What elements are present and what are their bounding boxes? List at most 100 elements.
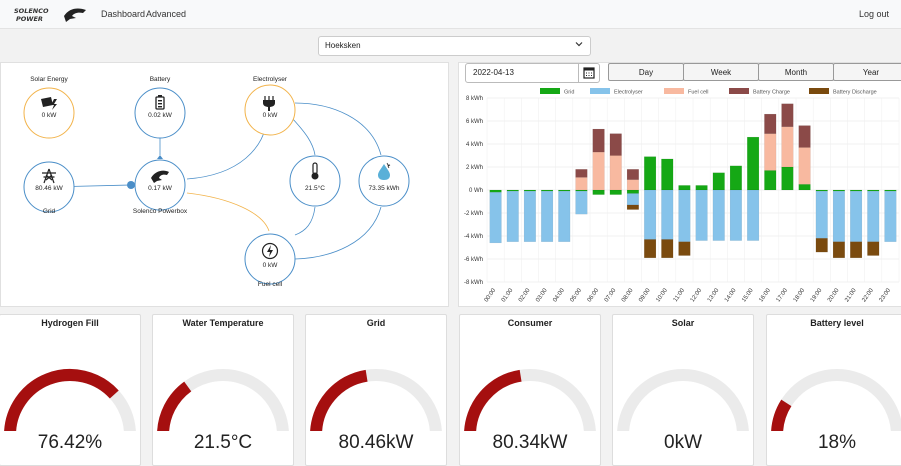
gauge-value: 0kW bbox=[664, 432, 702, 453]
legend-label: Grid bbox=[564, 90, 574, 96]
chart-bar bbox=[575, 190, 588, 215]
chart-bar bbox=[781, 103, 794, 127]
y-tick-label: -8 kWh bbox=[464, 280, 483, 286]
x-tick-label: 11:00 bbox=[673, 287, 687, 303]
hydrogen-fuelcell-line bbox=[294, 206, 382, 260]
gauge-value: 76.42% bbox=[37, 432, 103, 453]
battery-node bbox=[134, 87, 186, 139]
powerbox-label: Solenco Powerbox bbox=[132, 208, 188, 215]
chart-bar bbox=[832, 190, 845, 242]
range-year-button[interactable]: Year bbox=[833, 63, 901, 81]
chart-bar bbox=[523, 190, 536, 242]
chart-bar bbox=[747, 189, 760, 241]
chart-bar bbox=[678, 185, 691, 191]
chart-bar bbox=[712, 172, 725, 191]
legend-swatch bbox=[809, 88, 829, 94]
y-tick-label: -4 kWh bbox=[464, 234, 483, 240]
gauge-card: Battery level 18% bbox=[766, 314, 901, 466]
y-tick-label: 4 kWh bbox=[466, 142, 483, 148]
plug-icon bbox=[263, 96, 275, 111]
x-tick-label: 00:00 bbox=[484, 287, 498, 303]
gauge-title: Grid bbox=[366, 318, 386, 328]
solar-panel-icon bbox=[41, 97, 57, 110]
svg-text:SOLENCO: SOLENCO bbox=[14, 7, 49, 15]
solenco-logo[interactable]: SOLENCO POWER bbox=[14, 4, 90, 24]
chart-bar bbox=[764, 113, 777, 134]
chart-bar bbox=[695, 189, 708, 241]
chart-bar bbox=[884, 190, 897, 242]
x-tick-label: 12:00 bbox=[690, 287, 704, 303]
x-tick-label: 14:00 bbox=[724, 287, 738, 303]
powerbox-value: 0.17 kW bbox=[148, 185, 172, 192]
legend-swatch bbox=[729, 88, 749, 94]
legend-label: Fuel cell bbox=[688, 90, 708, 96]
calendar-button[interactable] bbox=[578, 64, 599, 82]
x-tick-label: 04:00 bbox=[552, 287, 566, 303]
energy-flow-panel: Solar Energy 0 kW Battery 0.02 kW Electr… bbox=[0, 62, 449, 307]
chart-bar bbox=[609, 133, 622, 156]
chart-bar bbox=[798, 147, 811, 185]
grid-node bbox=[23, 161, 75, 213]
chart-bar bbox=[729, 189, 742, 241]
y-tick-label: 0 Wh bbox=[469, 188, 483, 194]
svg-text:POWER: POWER bbox=[16, 15, 43, 23]
chart-bar bbox=[729, 165, 742, 191]
range-week-button[interactable]: Week bbox=[683, 63, 759, 81]
x-tick-label: 06:00 bbox=[587, 287, 601, 303]
date-input[interactable]: 2022-04-13 bbox=[465, 63, 600, 83]
gauge-fill bbox=[157, 381, 192, 431]
electrolyser-hydrogen-line bbox=[294, 102, 382, 156]
powerbox-node bbox=[134, 159, 186, 211]
powerbox-fuelcell-line bbox=[186, 192, 270, 232]
gauge-card: Hydrogen Fill 76.42% bbox=[0, 314, 141, 466]
chart-bar bbox=[678, 241, 691, 256]
legend-label: Battery Charge bbox=[753, 90, 790, 96]
solar-value: 0 kW bbox=[41, 112, 57, 119]
x-tick-label: 19:00 bbox=[810, 287, 824, 303]
flow-dot bbox=[127, 181, 135, 189]
x-tick-label: 17:00 bbox=[776, 287, 790, 303]
electrolyser-value: 0 kW bbox=[262, 112, 278, 119]
x-tick-label: 21:00 bbox=[844, 287, 858, 303]
gauge-fill bbox=[310, 369, 368, 431]
chart-bar bbox=[626, 179, 639, 191]
y-tick-label: 6 kWh bbox=[466, 119, 483, 125]
chart-bar bbox=[867, 190, 880, 242]
grid-label: Grid bbox=[42, 208, 56, 215]
battery-value: 0.02 kW bbox=[148, 112, 172, 119]
chart-bar bbox=[644, 239, 657, 259]
temperature-node bbox=[289, 155, 341, 207]
chart-bar bbox=[815, 190, 828, 239]
gauge-fill bbox=[464, 369, 522, 431]
y-tick-label: 2 kWh bbox=[466, 165, 483, 171]
chart-bar bbox=[798, 184, 811, 191]
x-tick-label: 05:00 bbox=[570, 287, 584, 303]
x-tick-label: 09:00 bbox=[638, 287, 652, 303]
site-select[interactable]: Hoeksken bbox=[318, 36, 591, 56]
nav-dashboard[interactable]: Dashboard bbox=[101, 9, 146, 19]
solar-label: Solar Energy bbox=[30, 76, 68, 83]
hydrogen-value: 73.35 kWh bbox=[368, 185, 400, 192]
chart-bar bbox=[575, 169, 588, 178]
gauge-arc bbox=[157, 368, 289, 431]
range-day-button[interactable]: Day bbox=[608, 63, 684, 81]
x-tick-label: 13:00 bbox=[707, 287, 721, 303]
temperature-value: 21.5°C bbox=[305, 185, 325, 192]
panther-icon bbox=[151, 170, 169, 183]
grid-value: 80.46 kW bbox=[35, 185, 63, 192]
gauge-title: Consumer bbox=[507, 318, 553, 328]
power-tower-icon bbox=[42, 168, 56, 184]
x-tick-label: 08:00 bbox=[621, 287, 635, 303]
chart-bar bbox=[661, 189, 674, 240]
x-tick-label: 07:00 bbox=[604, 287, 618, 303]
chart-bar bbox=[558, 190, 571, 242]
chart-bar bbox=[850, 190, 863, 242]
battery-icon bbox=[155, 95, 165, 110]
nav-advanced[interactable]: Advanced bbox=[146, 9, 187, 19]
lightning-icon bbox=[261, 242, 279, 260]
chart-bar bbox=[764, 170, 777, 191]
logout-link[interactable]: Log out bbox=[859, 9, 890, 19]
range-month-button[interactable]: Month bbox=[758, 63, 834, 81]
gauge-track bbox=[617, 368, 749, 431]
chart-bar bbox=[592, 151, 605, 191]
